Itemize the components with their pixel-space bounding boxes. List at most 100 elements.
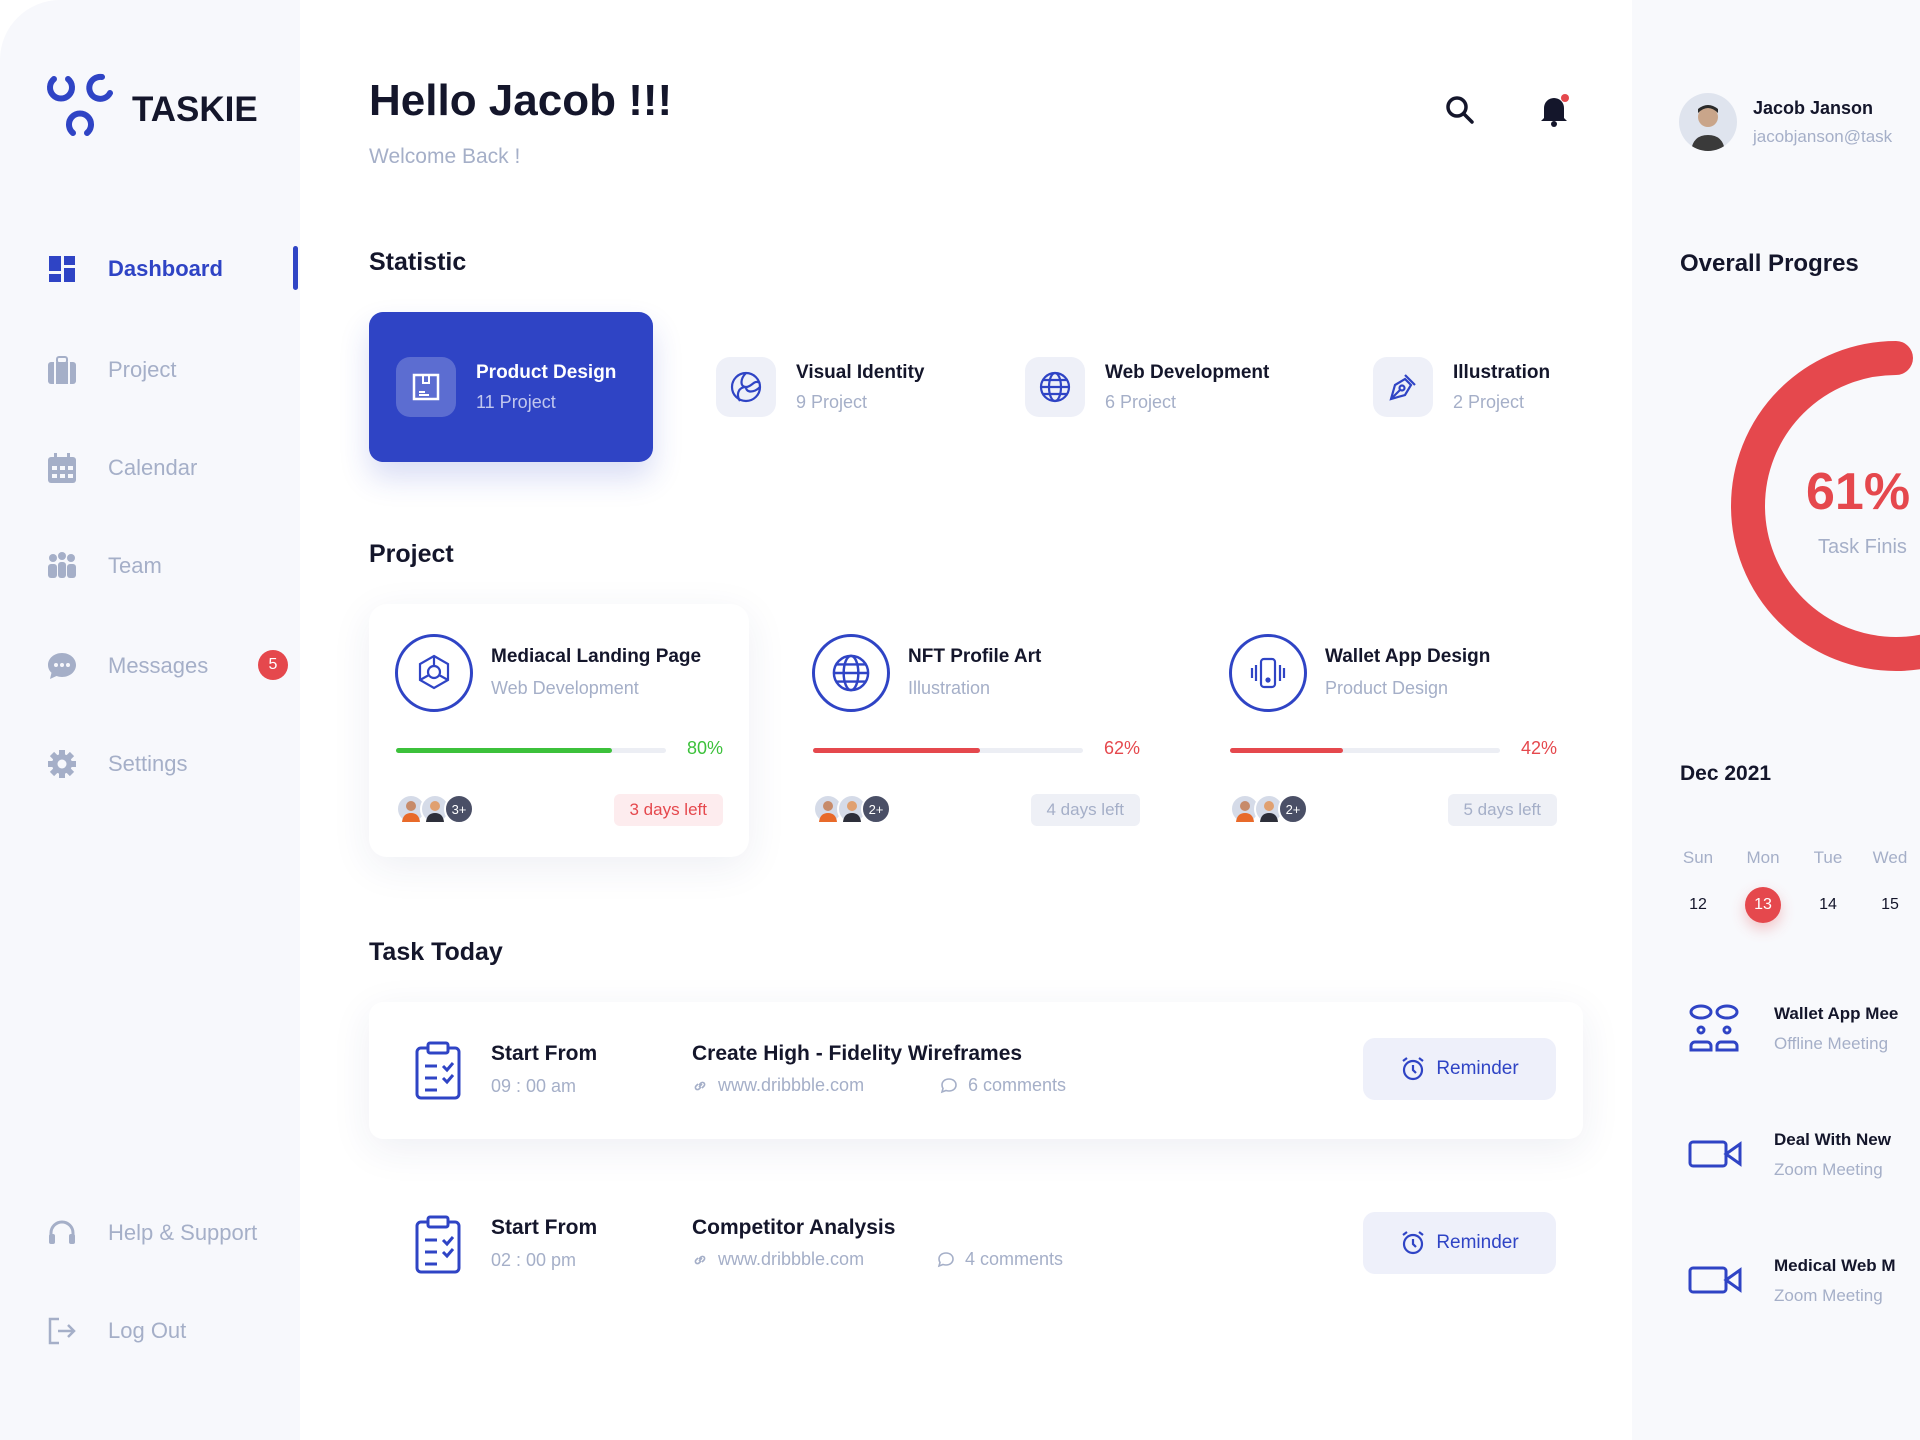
globe-icon [832,654,870,692]
avatar [420,794,450,824]
taskie-logo-icon [47,73,113,136]
page-title: Hello Jacob !!! [369,76,673,125]
stat-count: 2 Project [1453,391,1525,412]
project-icon-circle [812,634,890,712]
start-label: Start From [491,1216,598,1239]
help-support-link[interactable]: Help & Support [46,1211,257,1255]
event-type: Offline Meeting [1774,1034,1889,1053]
project-card[interactable]: NFT Profile Art Illustration 62% 2+ 4 da… [786,604,1166,857]
sidebar-item-label: Dashboard [108,256,223,281]
sidebar-item-label: Project [108,357,177,382]
project-icon-circle [395,634,473,712]
stat-count: 9 Project [796,391,868,412]
chat-icon [48,653,76,679]
member-avatars[interactable]: 2+ [813,794,891,824]
member-avatars[interactable]: 2+ [1230,794,1308,824]
task-link[interactable]: www.dribbble.com [692,1249,864,1270]
reminder-button[interactable]: Reminder [1363,1212,1556,1274]
project-name: Wallet App Design [1325,646,1491,667]
event-title[interactable]: Deal With New [1774,1130,1891,1149]
alarm-clock-icon [1402,1231,1424,1255]
calendar-day[interactable]: 12 [1689,896,1707,913]
sidebar-item-settings[interactable]: Settings [46,742,188,786]
logout-button[interactable]: Log Out [46,1309,186,1353]
reminder-button[interactable]: Reminder [1363,1038,1556,1100]
task-title: Competitor Analysis [692,1216,896,1239]
more-members-count: 2+ [1278,794,1308,824]
calendar-day[interactable]: 14 [1819,896,1837,913]
task-title: Create High - Fidelity Wireframes [692,1042,1023,1065]
reminder-label: Reminder [1436,1058,1519,1079]
sidebar-item-label: Settings [108,751,188,776]
task-comments[interactable]: 4 comments [937,1249,1063,1270]
gear-icon [48,750,76,778]
sidebar-item-dashboard[interactable]: Dashboard [46,247,223,291]
task-row[interactable]: Start From 02 : 00 pm Competitor Analysi… [369,1176,1583,1313]
overall-progress-heading: Overall Progres [1680,250,1859,277]
project-name: NFT Profile Art [908,646,1042,667]
stat-card-product-design[interactable]: Product Design 11 Project [369,312,653,462]
user-email: jacobjanson@task [1753,127,1893,146]
sidebar-item-label: Messages [108,653,209,678]
meeting-icon [1689,1004,1739,1052]
event-type: Zoom Meeting [1774,1160,1883,1179]
task-link-text: www.dribbble.com [718,1075,865,1095]
due-badge: 5 days left [1447,794,1557,826]
stat-count: 11 Project [476,391,556,412]
progress-percent: 42% [1520,738,1557,758]
progress-fill [813,748,981,753]
task-comments[interactable]: 6 comments [940,1075,1066,1096]
statistic-heading: Statistic [369,248,467,276]
comment-icon [937,1251,954,1267]
sidebar-item-calendar[interactable]: Calendar [46,446,197,490]
progress-caption: Task Finis [1818,536,1907,558]
help-label: Help & Support [108,1220,258,1245]
sidebar-item-messages[interactable]: Messages [46,644,208,688]
stat-card-illustration[interactable]: Illustration 2 Project [1373,312,1550,462]
progress-bar [1230,748,1500,753]
member-avatars[interactable]: 3+ [396,794,474,824]
reminder-label: Reminder [1436,1232,1519,1253]
search-icon[interactable] [1444,94,1476,126]
spiral-icon [716,357,776,417]
sidebar-item-team[interactable]: Team [46,544,162,588]
event-icon [1688,1138,1744,1175]
project-card[interactable]: Mediacal Landing Page Web Development 80… [369,604,749,857]
comments-count: 4 comments [965,1249,1064,1269]
calendar-month: Dec 2021 [1680,762,1772,785]
more-members-count: 3+ [444,794,474,824]
progress-bar [396,748,666,753]
progress-percent: 62% [1103,738,1140,758]
stat-card-visual-identity[interactable]: Visual Identity 9 Project [716,312,924,462]
pen-tool-icon [1373,357,1433,417]
sidebar [0,0,300,1440]
task-link-text: www.dribbble.com [718,1249,865,1269]
link-icon [694,1081,706,1090]
sidebar-item-label: Team [108,553,162,578]
calendar-icon [48,453,76,483]
stat-label: Illustration [1453,361,1551,383]
project-category: Illustration [908,678,991,698]
task-row[interactable]: Start From 09 : 00 am Create High - Fide… [369,1002,1583,1139]
messages-badge: 5 [258,650,288,680]
team-icon [48,552,76,578]
right-panel [1632,0,1920,1440]
project-category: Product Design [1325,678,1449,698]
project-card[interactable]: Wallet App Design Product Design 42% 2+ … [1203,604,1583,857]
sidebar-item-project[interactable]: Project [46,348,176,392]
task-link[interactable]: www.dribbble.com [692,1075,864,1096]
stat-card-web-development[interactable]: Web Development 6 Project [1025,312,1269,462]
due-badge: 3 days left [613,794,723,826]
phone-vibrate-icon [1250,657,1286,689]
calendar-day[interactable]: 13 [1745,887,1781,923]
comment-icon [940,1077,957,1093]
user-avatar[interactable] [1679,93,1737,151]
start-time: 09 : 00 am [491,1076,577,1096]
bell-icon[interactable] [1536,92,1572,128]
stat-label: Visual Identity [796,361,925,383]
event-title[interactable]: Medical Web M [1774,1256,1896,1275]
event-title[interactable]: Wallet App Mee [1774,1004,1899,1023]
calendar-day[interactable]: 15 [1881,896,1899,913]
comments-count: 6 comments [968,1075,1067,1095]
logout-icon [48,1317,76,1345]
